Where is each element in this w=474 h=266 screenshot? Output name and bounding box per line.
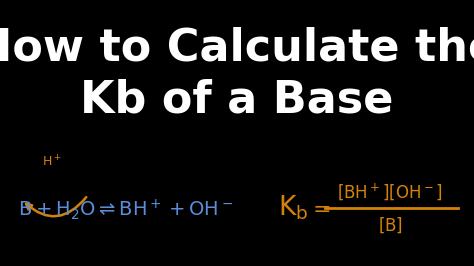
Text: Kb of a Base: Kb of a Base: [80, 78, 394, 122]
FancyArrowPatch shape: [26, 197, 86, 216]
Text: $=$: $=$: [308, 198, 330, 218]
Text: $\mathsf{K_b}$: $\mathsf{K_b}$: [278, 194, 308, 222]
Text: $\mathsf{H^+}$: $\mathsf{H^+}$: [42, 154, 62, 170]
Text: $\mathsf{B + H_2O \rightleftharpoons BH^+ + OH^-}$: $\mathsf{B + H_2O \rightleftharpoons BH^…: [18, 198, 233, 222]
Text: How to Calculate the: How to Calculate the: [0, 27, 474, 69]
Text: $\mathsf{[BH^+][OH^-]}$: $\mathsf{[BH^+][OH^-]}$: [337, 182, 443, 202]
Text: $\mathsf{[B]}$: $\mathsf{[B]}$: [377, 215, 402, 235]
